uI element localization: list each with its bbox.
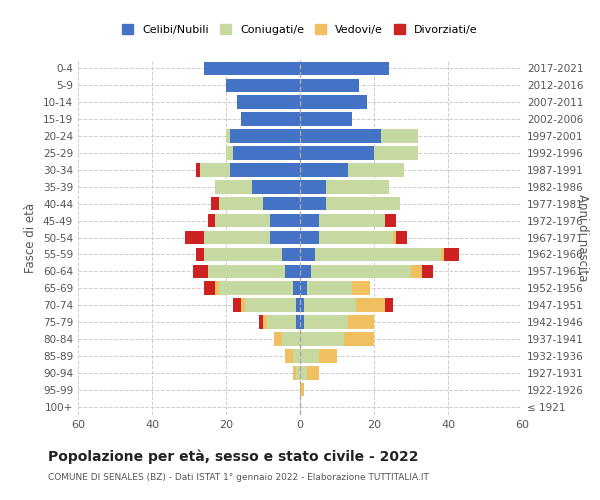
- Bar: [319, 349, 337, 362]
- Bar: [300, 96, 367, 109]
- Bar: [233, 298, 241, 312]
- Bar: [271, 214, 300, 228]
- Y-axis label: Fasce di età: Fasce di età: [25, 202, 37, 272]
- Bar: [411, 264, 422, 278]
- Bar: [241, 298, 245, 312]
- Bar: [300, 383, 304, 396]
- Bar: [274, 332, 281, 345]
- Bar: [392, 230, 396, 244]
- Bar: [215, 282, 218, 295]
- Bar: [348, 163, 404, 176]
- Bar: [200, 163, 230, 176]
- Bar: [208, 264, 285, 278]
- Bar: [300, 282, 307, 295]
- Bar: [230, 130, 300, 143]
- Bar: [293, 349, 300, 362]
- Bar: [300, 78, 359, 92]
- Bar: [296, 366, 300, 380]
- Bar: [196, 163, 200, 176]
- Bar: [304, 298, 355, 312]
- Bar: [218, 197, 263, 210]
- Bar: [215, 180, 252, 194]
- Bar: [311, 264, 411, 278]
- Bar: [300, 62, 389, 75]
- Bar: [211, 197, 218, 210]
- Bar: [326, 197, 400, 210]
- Bar: [285, 349, 293, 362]
- Bar: [374, 146, 418, 160]
- Bar: [204, 282, 215, 295]
- Bar: [263, 197, 300, 210]
- Bar: [252, 180, 300, 194]
- Bar: [300, 332, 344, 345]
- Bar: [300, 163, 348, 176]
- Bar: [348, 316, 374, 329]
- Bar: [300, 349, 319, 362]
- Text: COMUNE DI SENALES (BZ) - Dati ISTAT 1° gennaio 2022 - Elaborazione TUTTITALIA.IT: COMUNE DI SENALES (BZ) - Dati ISTAT 1° g…: [48, 472, 429, 482]
- Bar: [185, 230, 204, 244]
- Bar: [300, 146, 374, 160]
- Legend: Celibi/Nubili, Coniugati/e, Vedovi/e, Divorziati/e: Celibi/Nubili, Coniugati/e, Vedovi/e, Di…: [118, 20, 482, 39]
- Bar: [300, 180, 326, 194]
- Bar: [293, 366, 296, 380]
- Bar: [237, 96, 300, 109]
- Bar: [300, 298, 304, 312]
- Bar: [241, 112, 300, 126]
- Bar: [263, 316, 266, 329]
- Bar: [208, 214, 215, 228]
- Bar: [300, 230, 319, 244]
- Bar: [300, 130, 382, 143]
- Bar: [300, 112, 352, 126]
- Bar: [352, 282, 370, 295]
- Bar: [344, 332, 374, 345]
- Bar: [382, 130, 418, 143]
- Bar: [296, 298, 300, 312]
- Bar: [440, 248, 444, 261]
- Bar: [193, 264, 208, 278]
- Bar: [422, 264, 433, 278]
- Bar: [259, 316, 263, 329]
- Bar: [444, 248, 459, 261]
- Bar: [300, 214, 319, 228]
- Bar: [385, 214, 396, 228]
- Y-axis label: Anni di nascita: Anni di nascita: [576, 194, 589, 281]
- Bar: [300, 197, 326, 210]
- Bar: [196, 248, 204, 261]
- Bar: [215, 214, 271, 228]
- Bar: [281, 248, 300, 261]
- Bar: [304, 316, 348, 329]
- Bar: [307, 282, 352, 295]
- Bar: [396, 230, 407, 244]
- Bar: [296, 316, 300, 329]
- Bar: [300, 264, 311, 278]
- Bar: [319, 214, 385, 228]
- Bar: [285, 264, 300, 278]
- Bar: [355, 298, 385, 312]
- Bar: [300, 248, 315, 261]
- Bar: [315, 248, 440, 261]
- Bar: [226, 78, 300, 92]
- Bar: [226, 146, 233, 160]
- Bar: [218, 282, 293, 295]
- Bar: [319, 230, 392, 244]
- Bar: [233, 146, 300, 160]
- Bar: [307, 366, 319, 380]
- Bar: [204, 248, 281, 261]
- Bar: [300, 366, 307, 380]
- Bar: [293, 282, 300, 295]
- Bar: [245, 298, 296, 312]
- Bar: [204, 230, 271, 244]
- Bar: [281, 332, 300, 345]
- Bar: [326, 180, 389, 194]
- Bar: [230, 163, 300, 176]
- Bar: [385, 298, 392, 312]
- Bar: [271, 230, 300, 244]
- Bar: [300, 316, 304, 329]
- Bar: [226, 130, 230, 143]
- Bar: [204, 62, 300, 75]
- Text: Popolazione per età, sesso e stato civile - 2022: Popolazione per età, sesso e stato civil…: [48, 450, 419, 464]
- Bar: [266, 316, 296, 329]
